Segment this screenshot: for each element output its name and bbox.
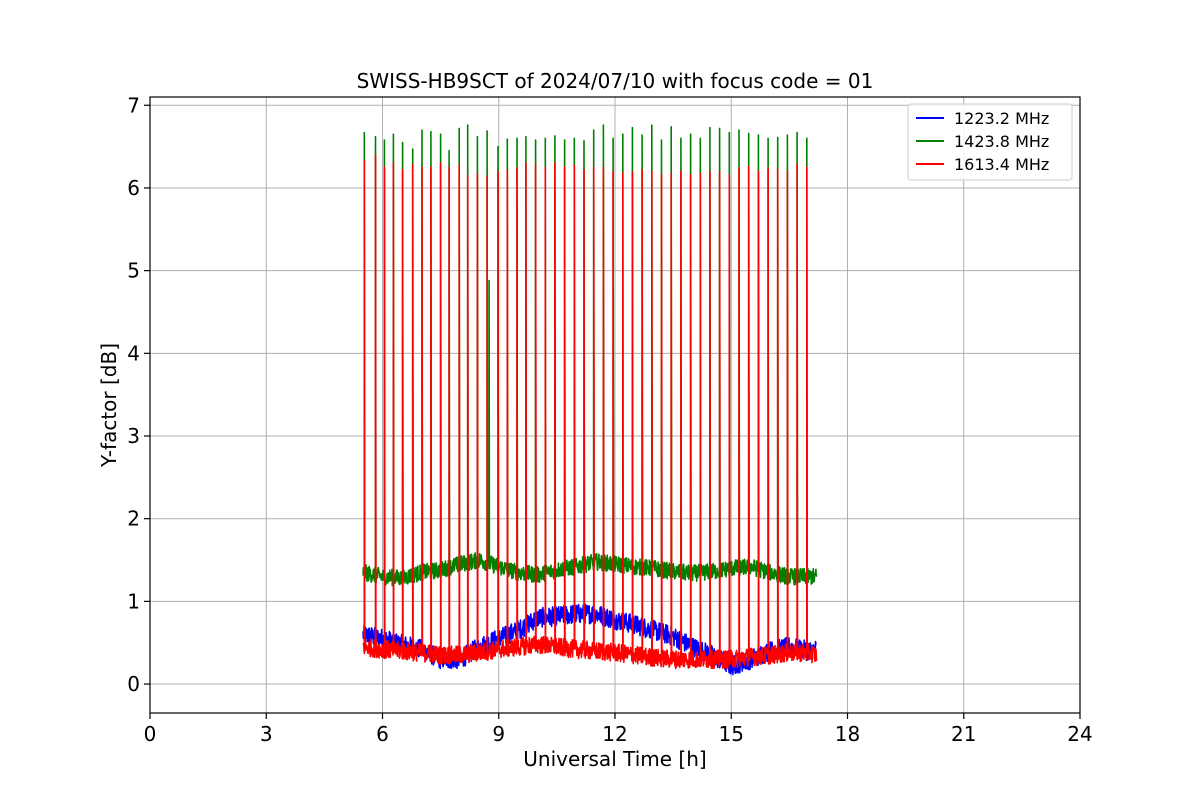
y-tick-label: 7	[127, 93, 140, 117]
y-axis: 0 1 2 3 4 5 6 7	[127, 93, 150, 696]
x-tick-label: 24	[1067, 722, 1092, 746]
x-tick-label: 3	[260, 722, 273, 746]
grid	[149, 97, 1081, 713]
x-tick-label: 15	[719, 722, 744, 746]
y-tick-label: 3	[127, 424, 140, 448]
x-tick-label: 0	[144, 722, 157, 746]
y-tick-label: 5	[127, 259, 140, 283]
x-axis: 0 3 6 9 12 15 18 21 24	[144, 713, 1093, 746]
chart-title: SWISS-HB9SCT of 2024/07/10 with focus co…	[357, 69, 874, 93]
x-tick-label: 21	[951, 722, 976, 746]
y-tick-label: 2	[127, 507, 140, 531]
x-axis-label: Universal Time [h]	[523, 747, 706, 771]
x-tick-label: 12	[602, 722, 627, 746]
x-tick-label: 18	[835, 722, 860, 746]
legend: 1223.2 MHz 1423.8 MHz 1613.4 MHz	[907, 103, 1073, 181]
y-tick-label: 4	[127, 341, 140, 365]
y-tick-label: 6	[127, 176, 140, 200]
y-axis-label: Y-factor [dB]	[97, 343, 121, 468]
y-tick-label: 0	[127, 672, 140, 696]
legend-label-1: 1423.8 MHz	[954, 132, 1049, 151]
legend-label-2: 1613.4 MHz	[954, 155, 1049, 174]
y-tick-label: 1	[127, 589, 140, 613]
legend-label-0: 1223.2 MHz	[954, 109, 1049, 128]
x-tick-label: 6	[376, 722, 389, 746]
series-line-2	[362, 154, 818, 670]
legend-box	[907, 103, 1073, 181]
series-layer	[362, 124, 818, 676]
x-tick-label: 9	[492, 722, 505, 746]
